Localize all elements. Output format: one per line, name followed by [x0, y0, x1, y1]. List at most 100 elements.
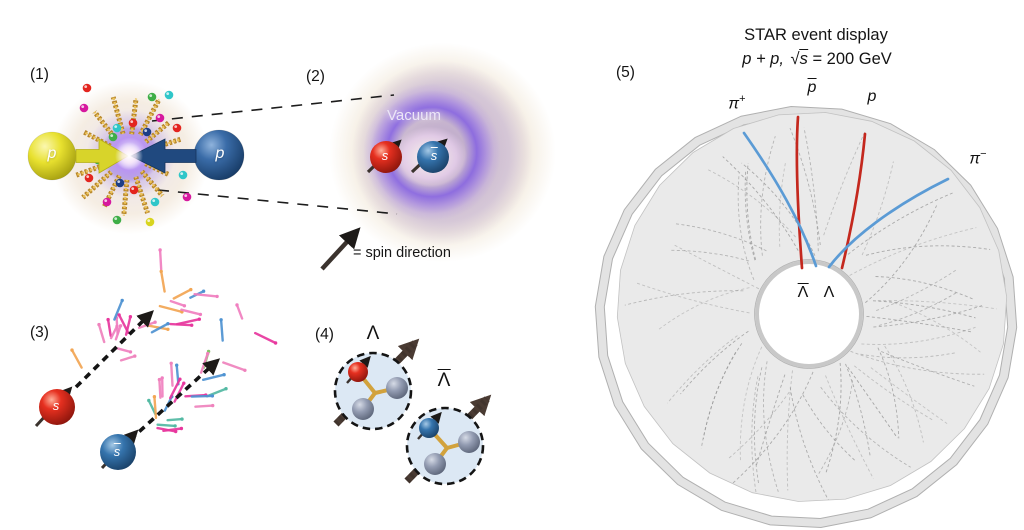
faint-track: [861, 161, 894, 256]
faint-track: [850, 350, 985, 375]
faint-track: [825, 362, 842, 474]
hadron-streak: [219, 318, 224, 342]
pi-plus-label: π+: [728, 93, 746, 113]
faint-track: [881, 351, 975, 387]
hadron-streak: [169, 299, 186, 307]
parton-dot: [147, 92, 157, 102]
hadron-streak: [97, 323, 106, 344]
hadron-streak: [70, 348, 83, 369]
faint-track: [746, 162, 757, 260]
faint-track: [786, 370, 793, 491]
hadron-streak: [115, 347, 132, 354]
sqrt-s: s: [799, 49, 808, 68]
lambda-label-hole: Λ: [823, 284, 835, 301]
hadron-streak: [201, 373, 226, 381]
parton-dot: [82, 83, 92, 93]
faint-track: [865, 205, 938, 304]
panel-4-number: (4): [315, 326, 334, 343]
faint-track: [888, 300, 981, 353]
hadron-streak: [153, 395, 158, 420]
faint-track: [744, 171, 756, 261]
faint-track: [823, 130, 866, 236]
panel-5-number: (5): [616, 64, 635, 81]
faint-track: [872, 300, 976, 319]
sbar-overline: s: [113, 443, 121, 459]
hadron-streak: [119, 354, 137, 362]
hadron-streak: [172, 288, 193, 300]
sqrt-symbol: √: [790, 50, 800, 68]
faint-track: [739, 346, 763, 462]
pbar-label: p: [807, 78, 817, 96]
s-quark-sphere: [370, 141, 402, 173]
hadron-streak: [168, 378, 182, 400]
faint-track: [667, 335, 738, 404]
lambdabar-label-hole: Λ: [797, 283, 809, 301]
collision-flash: [115, 142, 143, 170]
vacuum-label: Vacuum: [387, 107, 441, 124]
parton-dot: [84, 173, 94, 183]
parton-dot: [108, 132, 118, 142]
hadron-streak: [106, 318, 112, 337]
hadron-streak: [175, 318, 201, 326]
parton-dot: [129, 185, 139, 195]
faint-track: [820, 386, 911, 468]
p-label: p: [867, 88, 877, 105]
parton-dot: [145, 217, 155, 227]
faint-track: [877, 347, 900, 439]
piminus-track: [827, 177, 950, 269]
sbar-quark-sphere: [100, 434, 136, 470]
hadron-streak: [113, 299, 124, 321]
sbar-quark-label-p2: s: [430, 147, 438, 163]
parton-dot: [79, 103, 89, 113]
s-quark-label-p3: s: [52, 398, 60, 413]
sbar-quark-sphere: [419, 418, 439, 438]
light-quark-sphere: [458, 431, 480, 453]
faint-track: [751, 376, 759, 497]
hadron-streak: [158, 304, 184, 314]
hadron-streak: [114, 324, 122, 341]
faint-track: [875, 276, 974, 300]
panel-1-proton-collision: [27, 83, 245, 227]
panel-5-star-event-display: [594, 105, 1018, 529]
panel-2-vacuum-quark-pair: [320, 138, 449, 271]
faint-track: [866, 315, 973, 333]
sbar-quark-label-p3: s: [113, 443, 121, 459]
s-quark-sphere: [39, 389, 75, 425]
s-quark-label-p2: s: [381, 148, 389, 163]
hadron-streak: [222, 361, 247, 372]
beam-pipe-hole: [755, 260, 863, 368]
panel-1-number: (1): [30, 66, 49, 83]
faint-track: [789, 387, 832, 502]
parton-dot: [150, 197, 160, 207]
faint-track: [847, 192, 953, 255]
parton-dot: [182, 192, 192, 202]
fragmentation-arrow: [74, 310, 154, 389]
parton-dot: [112, 123, 122, 133]
hadron-streak: [193, 293, 219, 298]
faint-track: [847, 366, 898, 439]
hadron-streak: [194, 404, 214, 408]
faint-track: [635, 282, 750, 314]
hadron-streak: [235, 303, 244, 320]
hadron-streak: [117, 313, 130, 334]
sbar-quark-sphere: [417, 141, 449, 173]
fragmentation-arrow: [128, 358, 221, 442]
pbar-track: [795, 115, 804, 270]
lambdabar-overline: Λ: [437, 369, 451, 391]
faint-track: [728, 391, 790, 459]
hadron-streak: [253, 331, 277, 345]
faint-track: [860, 352, 957, 359]
light-quark-sphere: [424, 453, 446, 475]
faint-track: [802, 394, 856, 461]
faint-track: [707, 169, 796, 238]
faint-track: [722, 156, 799, 251]
hadron-streak: [162, 427, 183, 432]
subtitle-energy: = 200 GeV: [812, 50, 892, 68]
hadron-streak: [159, 270, 166, 293]
piplus-track: [742, 131, 818, 268]
hadron-streak: [158, 378, 162, 399]
panel-4-lambda-hyperons: [333, 338, 492, 486]
hadron-streak: [150, 322, 170, 334]
faint-track: [884, 345, 924, 443]
